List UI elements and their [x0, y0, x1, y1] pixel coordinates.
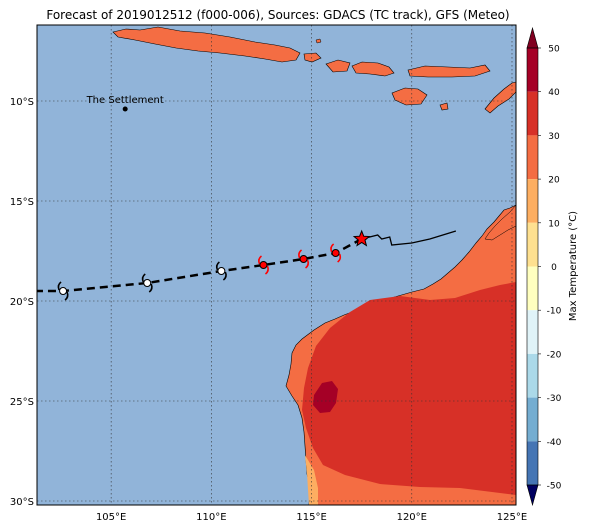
lat-tick-label: 25°S: [10, 397, 34, 408]
kimberley-coast: [484, 204, 516, 241]
colorbar-segment: [527, 266, 538, 311]
colorbar-tick-label: -40: [547, 438, 562, 448]
storm-center: [217, 267, 226, 275]
longitude-labels: 105°E 110°E 115°E 120°E 125°E: [96, 512, 527, 523]
colorbar-segment: [527, 179, 538, 223]
inland-hot-region: [302, 282, 516, 495]
colorbar-segment: [527, 441, 538, 485]
lon-tick-label: 115°E: [296, 512, 326, 523]
timor-island: [484, 81, 516, 114]
observed-track-line: [361, 230, 457, 246]
colorbar-extend-top: [526, 26, 539, 49]
lat-tick-label: 10°S: [10, 97, 34, 108]
lat-tick-label: 20°S: [10, 297, 34, 308]
storm-center: [299, 255, 308, 263]
colorbar-tick-label: -50: [547, 482, 562, 492]
storm-symbol: [57, 281, 69, 301]
storm-symbols: [57, 243, 342, 301]
storm-arm: [64, 291, 69, 301]
gridlines: [37, 25, 516, 505]
colorbar-tick-label: 20: [548, 176, 560, 186]
storm-center: [143, 279, 152, 287]
colorbar-segment: [527, 135, 538, 180]
storm-arm: [330, 243, 335, 253]
storm-arm: [141, 273, 146, 283]
settlement-label: The Settlement: [86, 95, 164, 106]
colorbar-extend-bottom: [526, 484, 539, 507]
storm-center: [59, 287, 68, 295]
cooler-coastal-strip: [305, 455, 318, 505]
storm-arm: [298, 249, 303, 259]
storm-arm: [215, 261, 220, 271]
flores-island: [407, 64, 491, 78]
map-frame: [36, 24, 517, 506]
colorbar-segment: [527, 397, 538, 442]
colorbar-tick-label: -10: [547, 307, 562, 317]
storm-symbol: [330, 243, 342, 263]
lon-tick-label: 125°E: [497, 512, 527, 523]
storm-arm: [264, 265, 269, 275]
lon-tick-label: 120°E: [397, 512, 427, 523]
storm-symbol: [215, 261, 227, 281]
storm-center: [331, 249, 340, 257]
current-position-star: [352, 229, 371, 247]
colorbar-label: Max Temperature (°C): [568, 211, 579, 321]
colorbar-tick-label: 40: [548, 88, 560, 98]
colorbar-segment: [527, 310, 538, 354]
lat-tick-label: 30°S: [10, 497, 34, 508]
lombok-island: [325, 59, 351, 73]
storm-symbol: [298, 249, 310, 269]
lon-tick-label: 105°E: [96, 512, 126, 523]
lon-tick-label: 110°E: [196, 512, 226, 523]
storm-arm: [148, 283, 153, 293]
lat-tick-label: 15°S: [10, 197, 34, 208]
colorbar-tick-label: 30: [548, 132, 560, 142]
colorbar-segment: [527, 353, 538, 398]
extreme-heat-pocket: [313, 381, 338, 413]
small-island: [439, 102, 449, 111]
colorbar-segment: [527, 91, 538, 136]
settlement-marker: [122, 106, 128, 112]
colorbar-segment: [527, 48, 538, 92]
latitude-labels: 10°S 15°S 20°S 25°S 30°S: [10, 97, 34, 508]
storm-symbol: [258, 255, 269, 275]
storm-arm: [57, 281, 62, 291]
storm-arm: [337, 253, 342, 263]
colorbar-tick-label: 0: [551, 263, 557, 273]
colorbar: 50 40 30 20 10 0 -10 -20 -30 -40 -50: [526, 26, 562, 507]
colorbar-tick-label: -20: [547, 350, 562, 360]
storm-arm: [258, 255, 262, 265]
colorbar-tick-label: 50: [548, 45, 560, 55]
bali-island: [303, 52, 322, 63]
storm-arm: [305, 259, 310, 269]
storm-arm: [222, 271, 227, 281]
storm-center: [259, 261, 268, 269]
storm-symbol: [141, 273, 153, 293]
colorbar-segment: [527, 222, 538, 267]
colorbar-tick-label: 10: [548, 219, 560, 229]
java-island: [112, 26, 301, 63]
colorbar-tick-label: -30: [547, 394, 562, 404]
small-island-2: [315, 38, 322, 44]
sumbawa-island: [351, 61, 395, 77]
map-title: Forecast of 2019012512 (f000-006), Sourc…: [46, 8, 509, 22]
forecast-track-line: [37, 237, 363, 293]
